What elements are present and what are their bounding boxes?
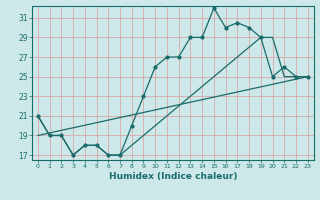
X-axis label: Humidex (Indice chaleur): Humidex (Indice chaleur) — [108, 172, 237, 181]
